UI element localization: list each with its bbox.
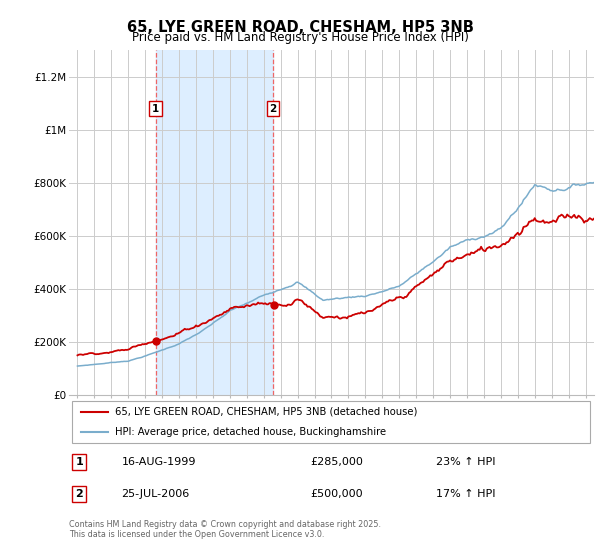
Text: Contains HM Land Registry data © Crown copyright and database right 2025.
This d: Contains HM Land Registry data © Crown c… — [69, 520, 381, 539]
Text: 2: 2 — [76, 489, 83, 500]
FancyBboxPatch shape — [71, 401, 590, 444]
Text: 16-AUG-1999: 16-AUG-1999 — [121, 457, 196, 467]
Text: £500,000: £500,000 — [311, 489, 363, 500]
Text: 1: 1 — [76, 457, 83, 467]
Text: 25-JUL-2006: 25-JUL-2006 — [121, 489, 190, 500]
Text: 65, LYE GREEN ROAD, CHESHAM, HP5 3NB: 65, LYE GREEN ROAD, CHESHAM, HP5 3NB — [127, 20, 473, 35]
Text: 23% ↑ HPI: 23% ↑ HPI — [437, 457, 496, 467]
Text: 1: 1 — [152, 104, 160, 114]
Text: Price paid vs. HM Land Registry's House Price Index (HPI): Price paid vs. HM Land Registry's House … — [131, 31, 469, 44]
Text: HPI: Average price, detached house, Buckinghamshire: HPI: Average price, detached house, Buck… — [115, 427, 386, 437]
Text: 17% ↑ HPI: 17% ↑ HPI — [437, 489, 496, 500]
Text: £285,000: £285,000 — [311, 457, 364, 467]
Text: 2: 2 — [269, 104, 277, 114]
Bar — [156, 50, 273, 395]
Text: 65, LYE GREEN ROAD, CHESHAM, HP5 3NB (detached house): 65, LYE GREEN ROAD, CHESHAM, HP5 3NB (de… — [115, 407, 418, 417]
